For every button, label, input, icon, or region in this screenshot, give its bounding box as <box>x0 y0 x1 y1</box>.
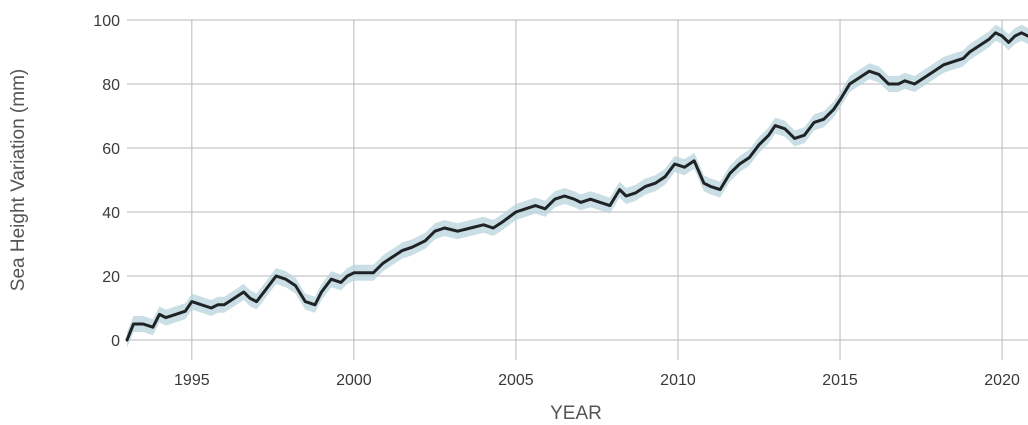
x-tick-label: 1995 <box>174 372 210 389</box>
x-axis-label: YEAR <box>550 403 602 424</box>
y-tick-label: 20 <box>102 269 120 286</box>
y-tick-label: 80 <box>102 77 120 94</box>
x-tick-label: 2000 <box>336 372 372 389</box>
y-tick-label: 60 <box>102 141 120 158</box>
y-axis-label: Sea Height Variation (mm) <box>8 69 29 291</box>
y-tick-label: 40 <box>102 205 120 222</box>
y-tick-label: 100 <box>93 13 120 30</box>
x-tick-label: 2015 <box>822 372 858 389</box>
x-tick-label: 2010 <box>660 372 696 389</box>
uncertainty-band <box>127 24 1028 349</box>
tick-labels: 0 20 40 60 80 100 1995 2000 2005 2010 2015 2020 <box>93 13 1020 389</box>
grid <box>127 19 1028 360</box>
y-tick-label: 0 <box>111 333 120 350</box>
sea-height-line <box>125 31 1028 342</box>
x-tick-label: 2005 <box>498 372 534 389</box>
x-tick-label: 2020 <box>984 372 1020 389</box>
